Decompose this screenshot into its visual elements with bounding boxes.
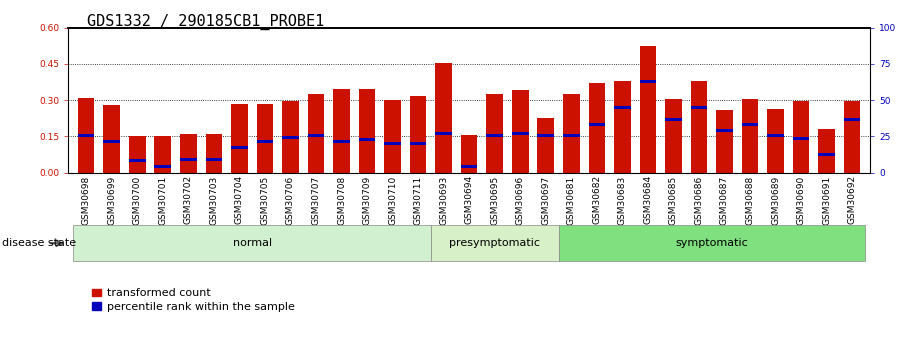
Bar — [818, 153, 834, 156]
Bar — [206, 134, 222, 172]
Bar — [716, 129, 732, 132]
Bar — [691, 106, 707, 109]
Bar — [104, 140, 120, 142]
Bar — [257, 140, 273, 142]
Bar — [231, 146, 248, 149]
Bar — [563, 94, 579, 172]
Bar — [435, 62, 452, 172]
Bar — [78, 98, 95, 172]
Text: symptomatic: symptomatic — [675, 238, 748, 248]
Bar — [308, 94, 324, 172]
Bar — [844, 118, 860, 121]
Bar — [512, 90, 528, 172]
Bar — [461, 165, 477, 168]
Bar — [359, 138, 375, 141]
Bar — [793, 137, 809, 140]
Text: disease state: disease state — [2, 238, 76, 248]
Text: normal: normal — [232, 238, 271, 248]
FancyBboxPatch shape — [74, 225, 431, 262]
Bar — [716, 110, 732, 172]
Bar — [333, 89, 350, 172]
Bar — [486, 134, 503, 137]
Bar — [537, 134, 554, 137]
Text: GDS1332 / 290185CB1_PROBE1: GDS1332 / 290185CB1_PROBE1 — [87, 14, 323, 30]
Text: presymptomatic: presymptomatic — [449, 238, 540, 248]
Bar — [818, 129, 834, 172]
Bar — [537, 118, 554, 172]
Bar — [180, 158, 197, 161]
Bar — [563, 134, 579, 137]
Bar — [78, 134, 95, 137]
Bar — [665, 99, 681, 172]
Legend: transformed count, percentile rank within the sample: transformed count, percentile rank withi… — [92, 288, 294, 312]
Bar — [282, 101, 299, 172]
Bar — [461, 135, 477, 172]
Bar — [844, 101, 860, 172]
Bar — [640, 80, 656, 83]
Bar — [589, 123, 605, 126]
Bar — [384, 100, 401, 172]
Bar — [435, 132, 452, 135]
Bar — [231, 104, 248, 172]
Bar — [742, 123, 758, 126]
Bar — [767, 108, 783, 172]
Bar — [384, 142, 401, 145]
Bar — [410, 142, 426, 145]
Bar — [640, 46, 656, 172]
Bar — [665, 118, 681, 121]
Bar — [257, 104, 273, 172]
FancyBboxPatch shape — [431, 225, 558, 262]
Bar — [486, 94, 503, 172]
Bar — [155, 165, 171, 168]
Bar — [614, 106, 630, 109]
Bar — [793, 101, 809, 172]
Bar — [129, 136, 146, 172]
Bar — [614, 81, 630, 172]
Bar — [767, 134, 783, 137]
Bar — [333, 140, 350, 142]
Bar — [512, 132, 528, 135]
Bar — [589, 83, 605, 172]
Bar — [180, 134, 197, 172]
Bar — [104, 105, 120, 172]
Bar — [742, 99, 758, 172]
Bar — [691, 81, 707, 172]
Bar — [129, 159, 146, 162]
Bar — [206, 158, 222, 161]
Bar — [410, 96, 426, 172]
FancyBboxPatch shape — [558, 225, 865, 262]
Bar — [155, 136, 171, 172]
Bar — [282, 136, 299, 139]
Bar — [308, 134, 324, 137]
Bar — [359, 89, 375, 172]
